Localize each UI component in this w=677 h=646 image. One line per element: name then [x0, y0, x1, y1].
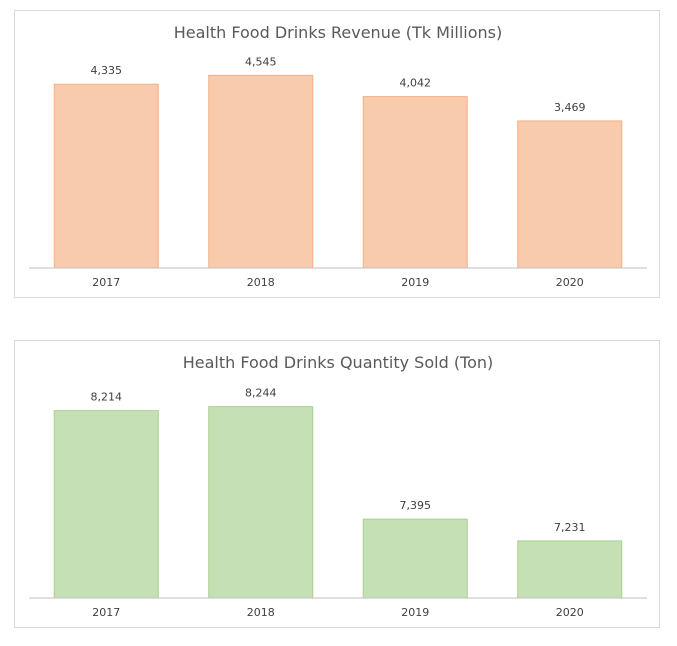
quantity-tick-label-2017: 2017 — [92, 606, 120, 619]
revenue-data-label-2020: 3,469 — [554, 101, 586, 114]
revenue-tick-label-2020: 2020 — [556, 276, 584, 289]
revenue-data-label-2017: 4,335 — [91, 64, 123, 77]
quantity-chart-title: Health Food Drinks Quantity Sold (Ton) — [183, 353, 494, 372]
quantity-ticks: 2017 2018 2019 2020 — [92, 606, 584, 619]
revenue-bar-2018 — [208, 74, 314, 269]
quantity-bar-2017 — [53, 410, 159, 599]
quantity-data-label-2018: 8,244 — [245, 387, 277, 400]
quantity-bar-2019 — [362, 518, 468, 599]
revenue-bar-2017 — [53, 83, 159, 269]
quantity-data-label-2020: 7,231 — [554, 521, 586, 534]
quantity-tick-label-2020: 2020 — [556, 606, 584, 619]
quantity-tick-label-2018: 2018 — [247, 606, 275, 619]
revenue-chart: Health Food Drinks Revenue (Tk Millions)… — [14, 10, 660, 298]
revenue-bars: 4,335 4,545 4,042 3,469 — [53, 55, 623, 269]
quantity-chart: Health Food Drinks Quantity Sold (Ton) 8… — [14, 340, 660, 628]
quantity-bars: 8,214 8,244 7,395 7,231 — [53, 387, 623, 599]
quantity-chart-plot: Health Food Drinks Quantity Sold (Ton) 8… — [29, 353, 647, 619]
quantity-bar-2018 — [208, 406, 314, 599]
revenue-chart-title: Health Food Drinks Revenue (Tk Millions) — [174, 23, 502, 42]
revenue-bar-2020 — [517, 120, 623, 269]
revenue-bar-2019 — [362, 96, 468, 269]
revenue-data-label-2018: 4,545 — [245, 55, 277, 68]
revenue-ticks: 2017 2018 2019 2020 — [92, 276, 584, 289]
revenue-tick-label-2018: 2018 — [247, 276, 275, 289]
revenue-data-label-2019: 4,042 — [400, 77, 432, 90]
revenue-tick-label-2017: 2017 — [92, 276, 120, 289]
revenue-tick-label-2019: 2019 — [401, 276, 429, 289]
quantity-data-label-2017: 8,214 — [91, 391, 123, 404]
quantity-data-label-2019: 7,395 — [400, 499, 432, 512]
quantity-bar-2020 — [517, 540, 623, 599]
quantity-tick-label-2019: 2019 — [401, 606, 429, 619]
revenue-chart-plot: Health Food Drinks Revenue (Tk Millions)… — [29, 23, 647, 289]
